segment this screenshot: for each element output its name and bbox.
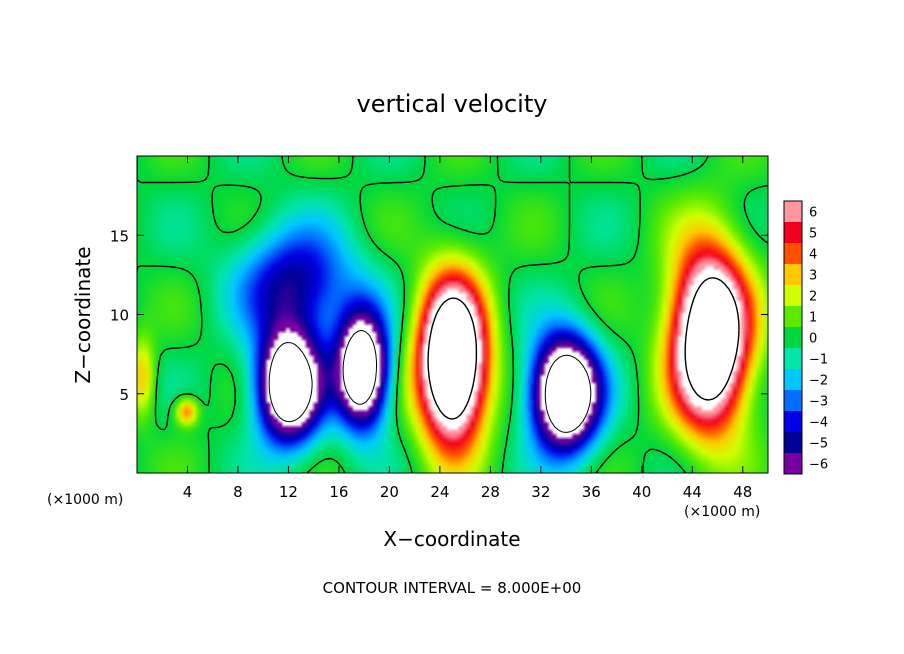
y-axis-label: Z−coordinate xyxy=(71,246,95,383)
y-tick-label: 15 xyxy=(110,227,129,245)
colorbar-swatch xyxy=(784,327,802,349)
x-tick-label: 44 xyxy=(683,483,702,501)
colorbar-label: −3 xyxy=(809,395,828,410)
colorbar-swatch xyxy=(784,222,802,244)
colorbar-swatch xyxy=(784,390,802,412)
contour-line xyxy=(427,277,740,420)
x-tick-label: 16 xyxy=(329,483,348,501)
colorbar-swatch xyxy=(784,453,802,474)
colorbar-frame xyxy=(783,200,803,475)
x-tick-label: 40 xyxy=(632,483,651,501)
x-tick-label: 8 xyxy=(233,483,243,501)
colorbar-swatch xyxy=(784,306,802,328)
x-tick-label: 20 xyxy=(380,483,399,501)
colorbar-label: 2 xyxy=(809,290,817,305)
colorbar-swatch xyxy=(784,243,802,265)
x-unit-left: (×1000 m) xyxy=(47,492,123,508)
colorbar-swatch xyxy=(784,348,802,370)
colorbar-label: −4 xyxy=(809,416,828,431)
colorbar-label: 6 xyxy=(809,206,817,221)
colorbar-swatch xyxy=(784,264,802,286)
colorbar-swatch xyxy=(784,369,802,391)
x-unit-right: (×1000 m) xyxy=(684,504,760,520)
colorbar-label: 0 xyxy=(809,332,817,347)
contour-line xyxy=(137,156,768,473)
colorbar-label: 3 xyxy=(809,269,817,284)
x-tick-label: 4 xyxy=(183,483,193,501)
colorbar-label: −6 xyxy=(809,458,828,473)
contour-line xyxy=(268,329,592,433)
colorbar-swatch xyxy=(784,285,802,307)
colorbar-swatch xyxy=(784,411,802,433)
colorbar-label: −2 xyxy=(809,374,828,389)
x-tick-label: 28 xyxy=(481,483,500,501)
heatmap-image xyxy=(137,156,768,473)
chart-title: vertical velocity xyxy=(357,90,548,118)
colorbar-label: 1 xyxy=(809,311,817,326)
x-tick-label: 24 xyxy=(430,483,449,501)
x-tick-label: 36 xyxy=(582,483,601,501)
contour-lines xyxy=(137,156,768,473)
contour-interval-footer: CONTOUR INTERVAL = 8.000E+00 xyxy=(323,579,582,597)
colorbar-label: 5 xyxy=(809,227,817,242)
colorbar-label: −5 xyxy=(809,437,828,452)
x-tick-label: 32 xyxy=(531,483,550,501)
colorbar-swatch xyxy=(784,432,802,454)
x-tick-label: 12 xyxy=(279,483,298,501)
colorbar: 6 5 4 3 2 1 0 −1 −2 −3 −4 −5 −6 xyxy=(783,200,828,475)
y-tick-label: 5 xyxy=(119,386,129,404)
colorbar-label: 4 xyxy=(809,248,817,263)
y-tick-label: 10 xyxy=(110,307,129,325)
x-axis-label: X−coordinate xyxy=(383,527,520,551)
heatmap-field xyxy=(137,156,768,473)
x-tick-label: 48 xyxy=(733,483,752,501)
colorbar-swatch xyxy=(784,201,802,223)
colorbar-label: −1 xyxy=(809,353,828,368)
